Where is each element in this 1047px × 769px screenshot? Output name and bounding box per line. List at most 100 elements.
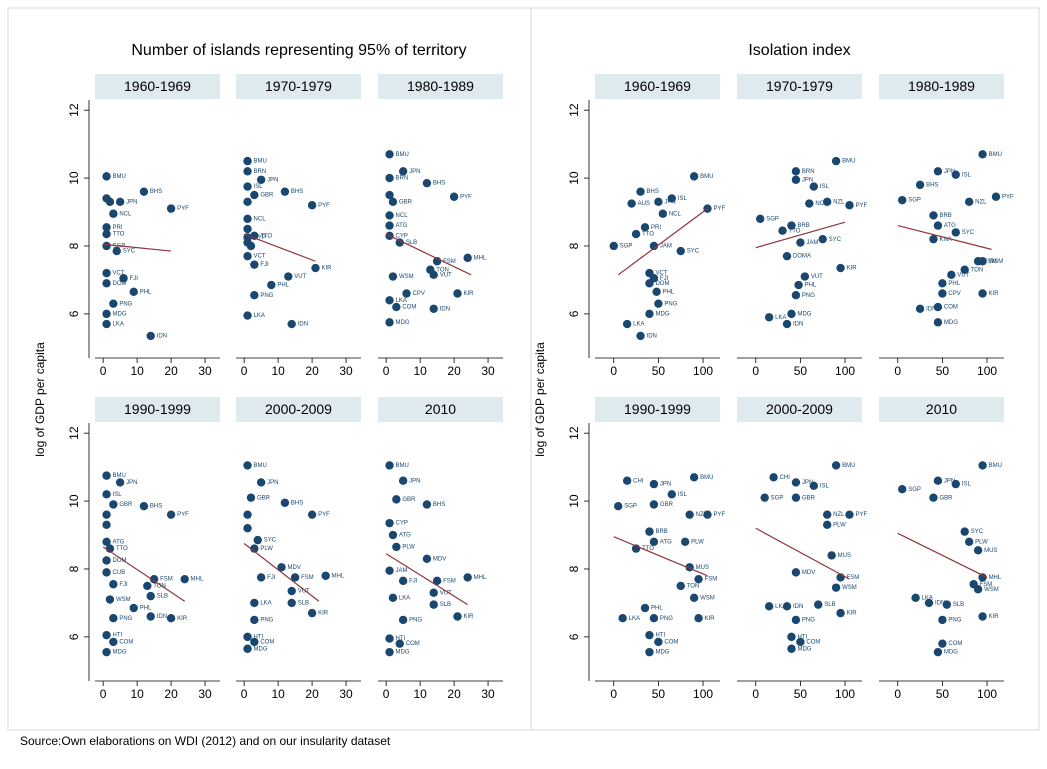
point xyxy=(385,634,394,643)
point-label: DOM xyxy=(113,558,127,564)
point xyxy=(938,639,947,648)
point xyxy=(814,600,823,609)
fit-line xyxy=(613,536,708,577)
point-label: TTO xyxy=(113,232,125,238)
point-label: KIR xyxy=(989,291,1000,297)
source-note: Source:Own elaborations on WDI (2012) an… xyxy=(20,734,391,748)
point xyxy=(689,473,699,482)
facet-strip xyxy=(595,397,720,422)
point xyxy=(398,576,408,586)
point xyxy=(388,272,398,281)
point-label: MHL xyxy=(191,577,204,583)
point xyxy=(782,251,792,261)
point xyxy=(385,518,394,528)
point-label: FSM xyxy=(847,575,860,581)
facet-strip xyxy=(378,74,503,99)
x-tick-label: 30 xyxy=(481,364,495,378)
point-label: PNG xyxy=(802,293,815,299)
point xyxy=(929,493,938,502)
point-label: PHL xyxy=(805,283,817,289)
point-label: WSM xyxy=(842,585,857,591)
point xyxy=(243,156,252,166)
point xyxy=(898,195,907,205)
y-tick-label: 10 xyxy=(567,494,581,508)
point xyxy=(933,476,943,485)
point xyxy=(911,593,920,603)
point-label: LKA xyxy=(633,322,644,328)
y-tick-label: 6 xyxy=(67,310,81,317)
point-label: BHS xyxy=(926,182,938,188)
point xyxy=(243,644,252,653)
point-label: BRB xyxy=(939,213,951,219)
point xyxy=(395,238,404,247)
point-label: JAM xyxy=(660,244,672,250)
x-tick-label: 20 xyxy=(447,364,461,378)
point xyxy=(102,630,111,640)
fit-line xyxy=(897,225,992,250)
point xyxy=(453,612,462,621)
point xyxy=(694,574,703,584)
point xyxy=(782,602,792,611)
point xyxy=(933,167,943,176)
y-tick-label: 8 xyxy=(67,565,81,572)
point-label: GBR xyxy=(260,193,274,199)
point xyxy=(250,544,259,553)
point-label: JAM xyxy=(806,240,818,246)
point-label: BMU xyxy=(989,463,1002,469)
point-label: BMU xyxy=(396,152,409,158)
point-label: SGP xyxy=(620,244,633,250)
fit-line xyxy=(385,553,468,606)
facet-title: 1970-1979 xyxy=(265,78,332,94)
point-label: JPN xyxy=(944,478,955,484)
fit-line xyxy=(243,543,320,602)
point-label: BHS xyxy=(433,502,445,508)
point xyxy=(782,319,792,329)
point-label: KIR xyxy=(177,616,188,622)
point xyxy=(388,197,398,207)
point xyxy=(385,190,394,200)
point-label: NZL xyxy=(833,512,845,518)
point-label: PHL xyxy=(140,289,152,295)
point xyxy=(991,192,1001,201)
point-label: JPN xyxy=(126,480,137,486)
x-tick-label: 30 xyxy=(481,687,495,701)
point-label: IDN xyxy=(440,306,450,312)
point xyxy=(778,226,787,235)
point-label: JPN xyxy=(660,482,671,488)
point-label: COM xyxy=(406,641,420,647)
point xyxy=(622,476,632,485)
point xyxy=(250,598,259,608)
point-label: BMU xyxy=(989,152,1002,158)
point xyxy=(246,241,256,251)
facet-strip xyxy=(879,74,1004,99)
point-label: GBR xyxy=(257,495,271,501)
point xyxy=(429,304,438,313)
point-label: JPN xyxy=(802,177,813,183)
point-label: MUS xyxy=(696,565,709,571)
y-tick-label: 8 xyxy=(67,242,81,249)
point xyxy=(658,209,668,218)
point-label: IDN xyxy=(793,604,803,610)
point xyxy=(760,493,769,502)
point xyxy=(667,194,676,203)
point xyxy=(112,246,121,256)
point xyxy=(115,197,125,207)
facet-title: 2010 xyxy=(926,401,957,417)
point-label: FSM xyxy=(443,578,456,584)
point xyxy=(102,223,111,232)
point-label: IDN xyxy=(298,322,308,328)
point xyxy=(392,495,401,504)
point-label: JPN xyxy=(126,199,137,205)
group-title: Isolation index xyxy=(748,42,850,59)
point-label: TTO xyxy=(116,546,128,552)
point-label: ATG xyxy=(660,539,672,545)
point xyxy=(978,573,987,582)
point xyxy=(146,612,155,621)
point-label: HTI xyxy=(797,634,807,640)
point xyxy=(105,197,115,207)
point-label: VCT xyxy=(254,254,266,260)
point-label: NCL xyxy=(669,211,682,217)
point xyxy=(689,172,699,181)
x-tick-label: 10 xyxy=(130,364,144,378)
point xyxy=(243,461,252,470)
